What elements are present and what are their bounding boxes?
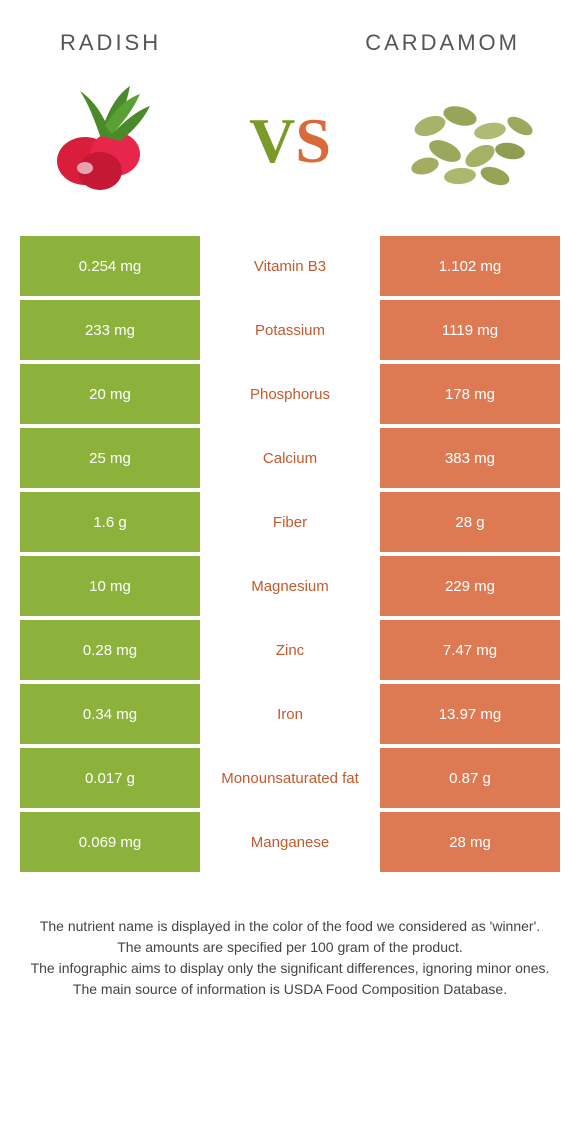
table-row: 20 mgPhosphorus178 mg <box>20 364 560 424</box>
right-value: 13.97 mg <box>380 684 560 744</box>
footer-notes: The nutrient name is displayed in the co… <box>0 876 580 1000</box>
right-value: 7.47 mg <box>380 620 560 680</box>
vs-label: VS <box>249 104 331 178</box>
left-value: 0.34 mg <box>20 684 200 744</box>
nutrient-label: Zinc <box>200 620 380 680</box>
vs-v: V <box>249 105 295 176</box>
left-value: 0.069 mg <box>20 812 200 872</box>
table-row: 0.34 mgIron13.97 mg <box>20 684 560 744</box>
right-value: 229 mg <box>380 556 560 616</box>
nutrient-label: Potassium <box>200 300 380 360</box>
nutrient-label: Phosphorus <box>200 364 380 424</box>
footer-line: The nutrient name is displayed in the co… <box>30 916 550 937</box>
nutrient-label: Manganese <box>200 812 380 872</box>
radish-image <box>30 76 190 206</box>
vs-s: S <box>295 105 331 176</box>
cardamom-image <box>390 76 550 206</box>
right-value: 1119 mg <box>380 300 560 360</box>
table-row: 0.017 gMonounsaturated fat0.87 g <box>20 748 560 808</box>
left-food-title: RADISH <box>60 30 161 56</box>
right-food-title: CARDAMOM <box>365 30 520 56</box>
nutrient-label: Vitamin B3 <box>200 236 380 296</box>
table-row: 0.069 mgManganese28 mg <box>20 812 560 872</box>
left-value: 25 mg <box>20 428 200 488</box>
table-row: 233 mgPotassium1119 mg <box>20 300 560 360</box>
nutrient-label: Iron <box>200 684 380 744</box>
footer-line: The amounts are specified per 100 gram o… <box>30 937 550 958</box>
right-value: 383 mg <box>380 428 560 488</box>
table-row: 1.6 gFiber28 g <box>20 492 560 552</box>
footer-line: The infographic aims to display only the… <box>30 958 550 979</box>
right-value: 178 mg <box>380 364 560 424</box>
left-value: 233 mg <box>20 300 200 360</box>
left-value: 0.28 mg <box>20 620 200 680</box>
right-value: 28 g <box>380 492 560 552</box>
table-row: 10 mgMagnesium229 mg <box>20 556 560 616</box>
table-row: 25 mgCalcium383 mg <box>20 428 560 488</box>
nutrient-label: Magnesium <box>200 556 380 616</box>
left-value: 10 mg <box>20 556 200 616</box>
right-value: 0.87 g <box>380 748 560 808</box>
right-value: 1.102 mg <box>380 236 560 296</box>
footer-line: The main source of information is USDA F… <box>30 979 550 1000</box>
nutrient-label: Monounsaturated fat <box>200 748 380 808</box>
right-value: 28 mg <box>380 812 560 872</box>
header: RADISH CARDAMOM <box>0 0 580 66</box>
table-row: 0.254 mgVitamin B31.102 mg <box>20 236 560 296</box>
left-value: 20 mg <box>20 364 200 424</box>
left-value: 0.017 g <box>20 748 200 808</box>
comparison-table: 0.254 mgVitamin B31.102 mg233 mgPotassiu… <box>0 236 580 872</box>
left-value: 1.6 g <box>20 492 200 552</box>
nutrient-label: Fiber <box>200 492 380 552</box>
table-row: 0.28 mgZinc7.47 mg <box>20 620 560 680</box>
images-row: VS <box>0 66 580 236</box>
nutrient-label: Calcium <box>200 428 380 488</box>
left-value: 0.254 mg <box>20 236 200 296</box>
